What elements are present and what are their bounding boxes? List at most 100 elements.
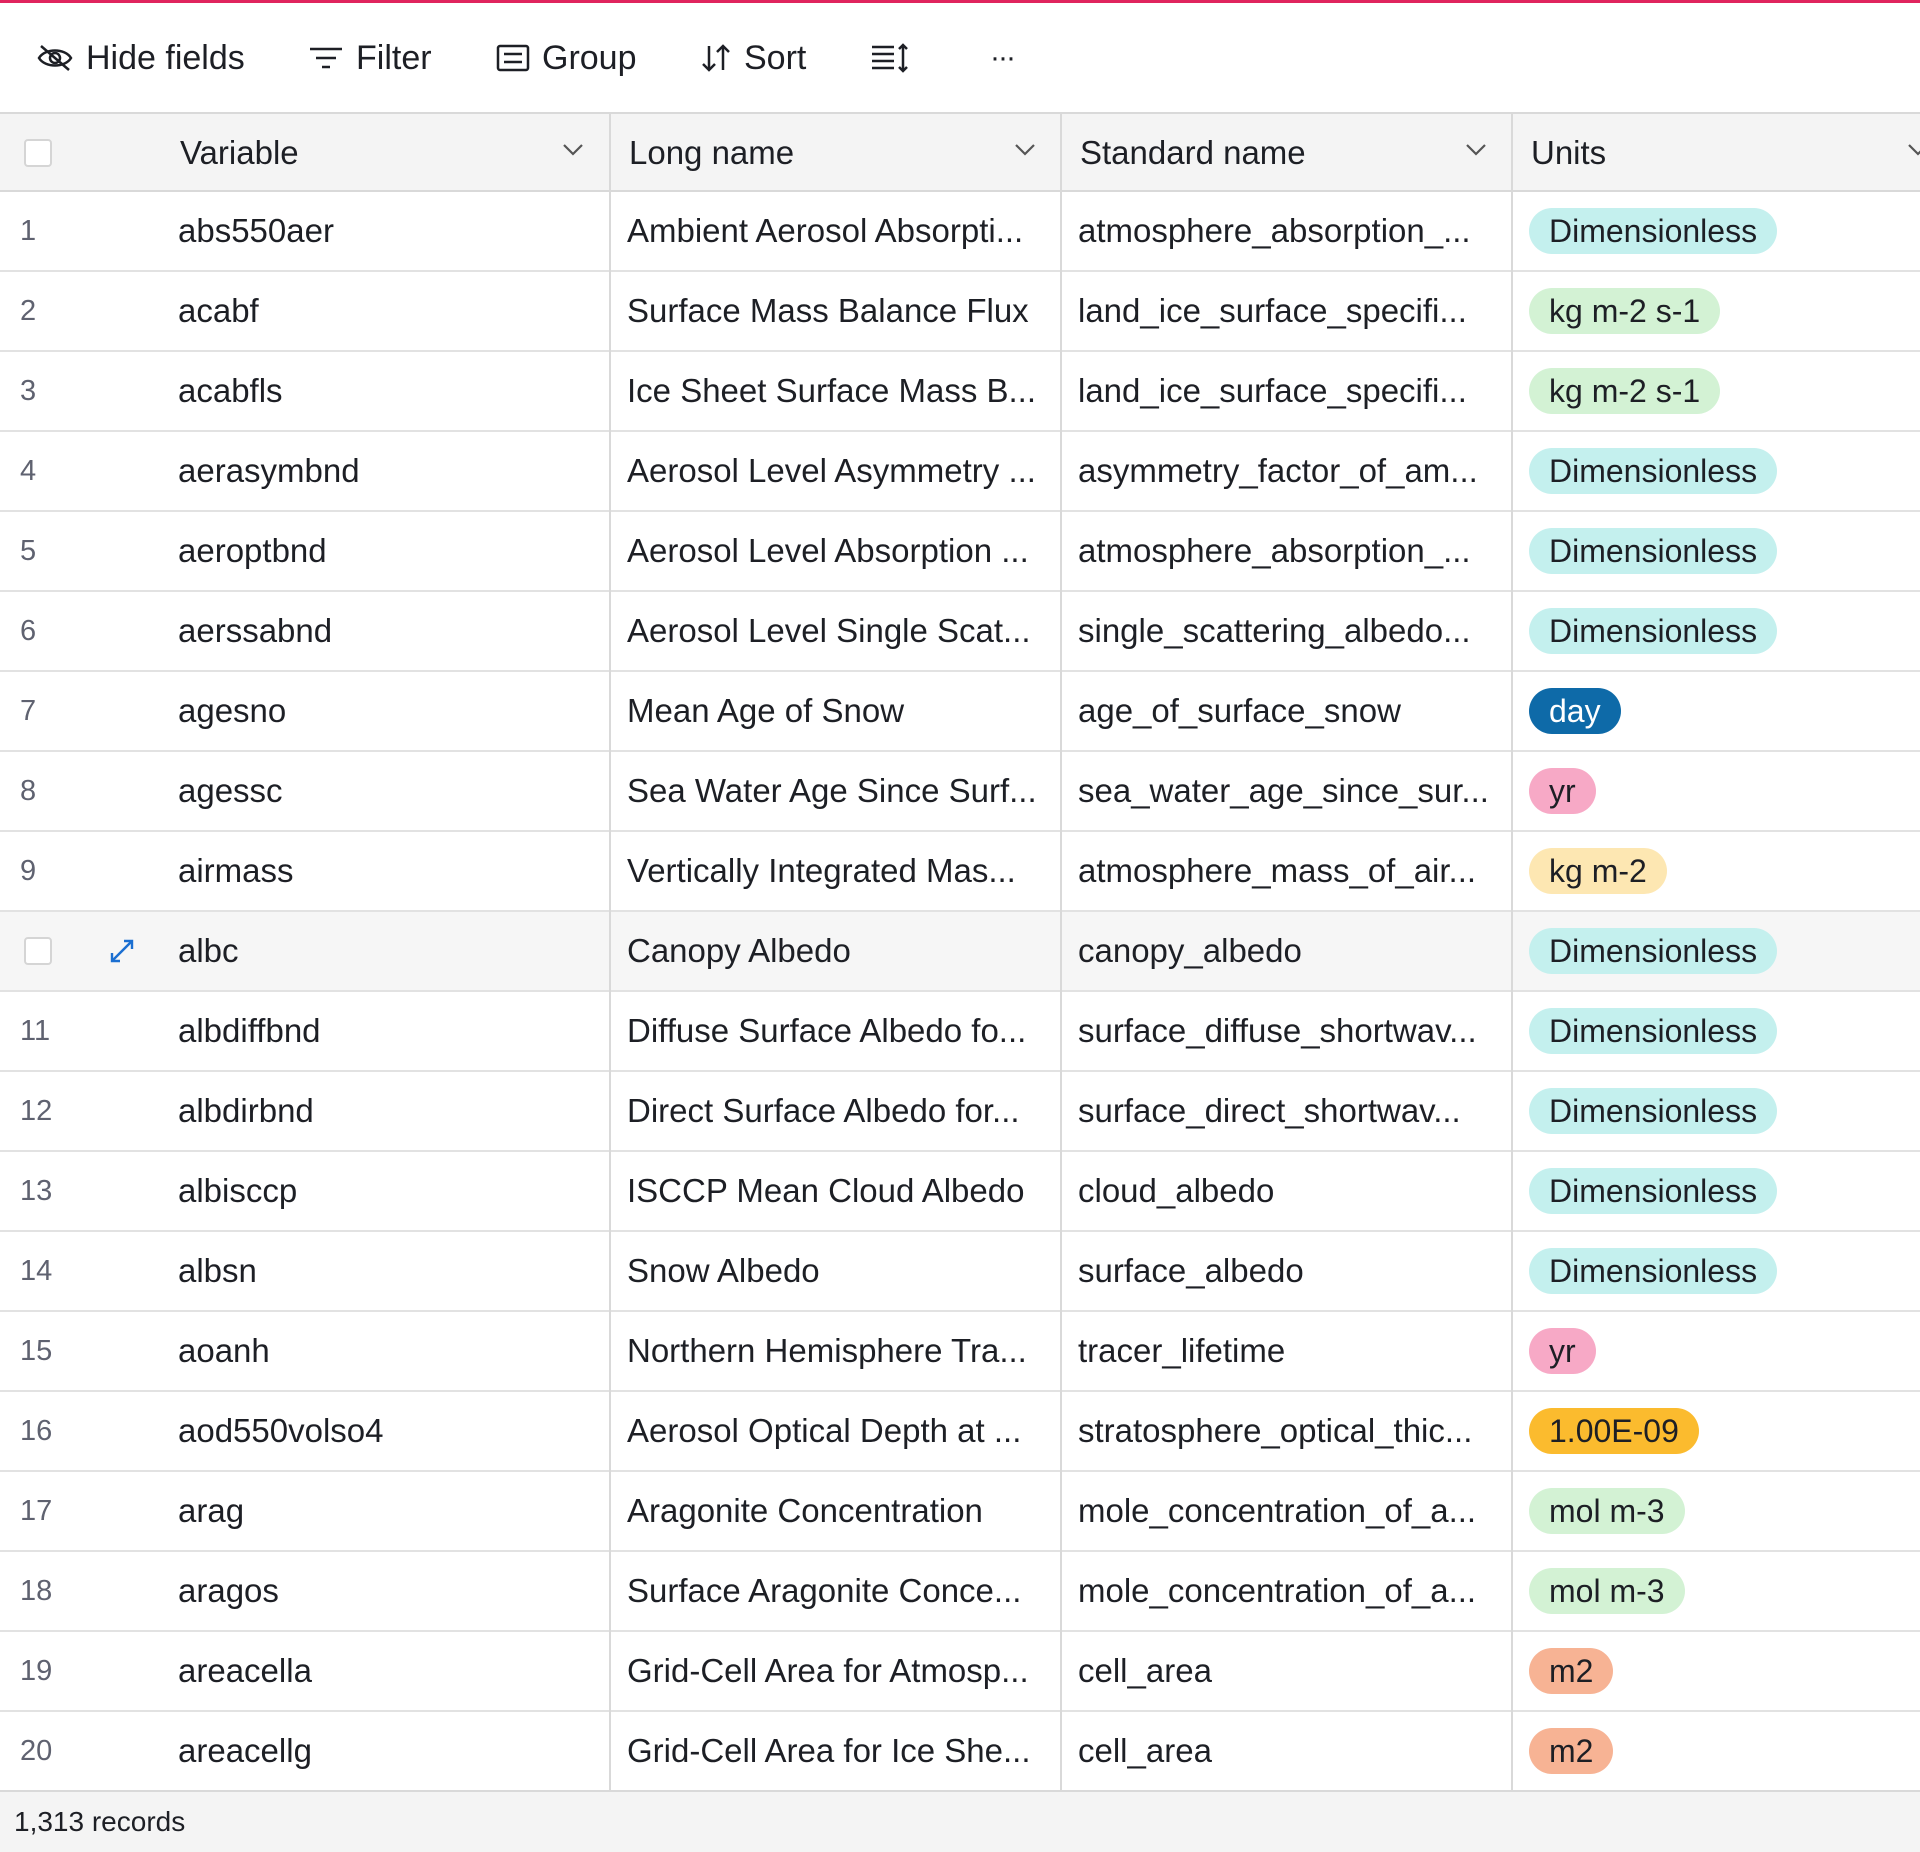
- cell-long-name[interactable]: Northern Hemisphere Tra...: [627, 1332, 1027, 1369]
- table-row[interactable]: 2 acabf Surface Mass Balance Flux land_ice_…: [0, 272, 1920, 352]
- cell-standard-name[interactable]: mole_concentration_of_a...: [1078, 1572, 1477, 1609]
- cell-variable[interactable]: acabf: [178, 292, 259, 329]
- table-row[interactable]: 18 aragos Surface Aragonite Conce... mole_c…: [0, 1552, 1920, 1632]
- cell-units[interactable]: kg m-2 s-1: [1529, 352, 1909, 430]
- cell-standard-name[interactable]: canopy_albedo: [1078, 932, 1302, 969]
- cell-standard-name[interactable]: sea_water_age_since_sur...: [1078, 772, 1489, 809]
- table-row[interactable]: 9 airmass Vertically Integrated Mas... atmo…: [0, 832, 1920, 912]
- group-button[interactable]: Group: [496, 33, 637, 83]
- cell-units[interactable]: kg m-2 s-1: [1529, 272, 1909, 350]
- cell-long-name[interactable]: Aerosol Optical Depth at ...: [627, 1412, 1022, 1449]
- table-row[interactable]: 4 aerasymbnd Aerosol Level Asymmetry ... as…: [0, 432, 1920, 512]
- table-row[interactable]: 7 agesno Mean Age of Snow age_of_surface_sn…: [0, 672, 1920, 752]
- table-row[interactable]: 20 areacellg Grid-Cell Area for Ice She...…: [0, 1712, 1920, 1792]
- cell-long-name[interactable]: ISCCP Mean Cloud Albedo: [627, 1172, 1025, 1209]
- hide-fields-button[interactable]: Hide fields: [36, 33, 245, 83]
- cell-variable[interactable]: abs550aer: [178, 212, 334, 249]
- cell-variable[interactable]: aragos: [178, 1572, 279, 1609]
- cell-long-name[interactable]: Aragonite Concentration: [627, 1492, 983, 1529]
- cell-units[interactable]: Dimensionless: [1529, 432, 1909, 510]
- cell-variable[interactable]: albc: [178, 932, 239, 969]
- sort-button[interactable]: Sort: [700, 33, 806, 83]
- cell-long-name[interactable]: Aerosol Level Absorption ...: [627, 532, 1029, 569]
- cell-variable[interactable]: albdiffbnd: [178, 1012, 321, 1049]
- column-header-variable[interactable]: Variable: [180, 114, 600, 192]
- cell-standard-name[interactable]: land_ice_surface_specifi...: [1078, 292, 1467, 329]
- table-row[interactable]: 11 albdiffbnd Diffuse Surface Albedo fo...…: [0, 992, 1920, 1072]
- cell-long-name[interactable]: Ice Sheet Surface Mass B...: [627, 372, 1037, 409]
- table-row[interactable]: 17 arag Aragonite Concentration mole_concen…: [0, 1472, 1920, 1552]
- cell-variable[interactable]: arag: [178, 1492, 245, 1529]
- cell-units[interactable]: 1.00E-09: [1529, 1392, 1909, 1470]
- cell-standard-name[interactable]: tracer_lifetime: [1078, 1332, 1286, 1369]
- chevron-down-icon[interactable]: [1905, 136, 1920, 167]
- cell-standard-name[interactable]: surface_albedo: [1078, 1252, 1304, 1289]
- expand-record-icon[interactable]: [106, 912, 142, 990]
- cell-long-name[interactable]: Diffuse Surface Albedo fo...: [627, 1012, 1027, 1049]
- cell-units[interactable]: yr: [1529, 1312, 1909, 1390]
- cell-variable[interactable]: acabfls: [178, 372, 283, 409]
- cell-standard-name[interactable]: mole_concentration_of_a...: [1078, 1492, 1477, 1529]
- cell-standard-name[interactable]: single_scattering_albedo...: [1078, 612, 1471, 649]
- cell-standard-name[interactable]: land_ice_surface_specifi...: [1078, 372, 1467, 409]
- cell-units[interactable]: Dimensionless: [1529, 1072, 1909, 1150]
- cell-long-name[interactable]: Grid-Cell Area for Atmosp...: [627, 1652, 1029, 1689]
- cell-standard-name[interactable]: cell_area: [1078, 1732, 1212, 1769]
- cell-long-name[interactable]: Canopy Albedo: [627, 932, 851, 969]
- cell-units[interactable]: m2: [1529, 1632, 1909, 1710]
- table-row[interactable]: 8 agessc Sea Water Age Since Surf... sea_wa…: [0, 752, 1920, 832]
- cell-long-name[interactable]: Aerosol Level Single Scat...: [627, 612, 1031, 649]
- cell-units[interactable]: mol m-3: [1529, 1552, 1909, 1630]
- cell-standard-name[interactable]: asymmetry_factor_of_am...: [1078, 452, 1478, 489]
- cell-variable[interactable]: albisccp: [178, 1172, 298, 1209]
- cell-standard-name[interactable]: cell_area: [1078, 1652, 1212, 1689]
- table-row[interactable]: 19 areacella Grid-Cell Area for Atmosp... c…: [0, 1632, 1920, 1712]
- cell-long-name[interactable]: Surface Mass Balance Flux: [627, 292, 1029, 329]
- chevron-down-icon[interactable]: [1012, 136, 1038, 167]
- cell-standard-name[interactable]: atmosphere_absorption_...: [1078, 532, 1471, 569]
- cell-standard-name[interactable]: cloud_albedo: [1078, 1172, 1275, 1209]
- chevron-down-icon[interactable]: [1463, 136, 1489, 167]
- row-checkbox[interactable]: [24, 937, 52, 965]
- cell-standard-name[interactable]: atmosphere_absorption_...: [1078, 212, 1471, 249]
- cell-standard-name[interactable]: age_of_surface_snow: [1078, 692, 1401, 729]
- table-row[interactable]: 1 abs550aer Ambient Aerosol Absorpti... atm…: [0, 192, 1920, 272]
- cell-variable[interactable]: agesno: [178, 692, 287, 729]
- cell-variable[interactable]: albsn: [178, 1252, 257, 1289]
- cell-variable[interactable]: aerssabnd: [178, 612, 333, 649]
- row-checkbox-cell[interactable]: [24, 912, 54, 990]
- table-row[interactable]: 6 aerssabnd Aerosol Level Single Scat... si…: [0, 592, 1920, 672]
- cell-variable[interactable]: areacella: [178, 1652, 312, 1689]
- table-row[interactable]: 5 aeroptbnd Aerosol Level Absorption ... at…: [0, 512, 1920, 592]
- cell-units[interactable]: Dimensionless: [1529, 592, 1909, 670]
- cell-variable[interactable]: airmass: [178, 852, 294, 889]
- cell-units[interactable]: yr: [1529, 752, 1909, 830]
- row-height-button[interactable]: [870, 33, 910, 83]
- cell-units[interactable]: Dimensionless: [1529, 992, 1909, 1070]
- cell-units[interactable]: Dimensionless: [1529, 912, 1909, 990]
- cell-long-name[interactable]: Sea Water Age Since Surf...: [627, 772, 1037, 809]
- cell-units[interactable]: m2: [1529, 1712, 1909, 1790]
- cell-variable[interactable]: aerasymbnd: [178, 452, 360, 489]
- cell-units[interactable]: Dimensionless: [1529, 1232, 1909, 1310]
- cell-long-name[interactable]: Grid-Cell Area for Ice She...: [627, 1732, 1031, 1769]
- cell-variable[interactable]: albdirbnd: [178, 1092, 314, 1129]
- table-row[interactable]: 12 albdirbnd Direct Surface Albedo for... s…: [0, 1072, 1920, 1152]
- cell-long-name[interactable]: Ambient Aerosol Absorpti...: [627, 212, 1024, 249]
- cell-standard-name[interactable]: stratosphere_optical_thic...: [1078, 1412, 1473, 1449]
- table-row[interactable]: 13 albisccp ISCCP Mean Cloud Albedo cloud_a…: [0, 1152, 1920, 1232]
- table-row[interactable]: 16 aod550volso4 Aerosol Optical Depth at .…: [0, 1392, 1920, 1472]
- table-row[interactable]: 3 acabfls Ice Sheet Surface Mass B... land_…: [0, 352, 1920, 432]
- select-all-checkbox[interactable]: [24, 139, 52, 167]
- select-all-checkbox-cell[interactable]: [24, 114, 54, 192]
- cell-variable[interactable]: aoanh: [178, 1332, 270, 1369]
- table-row[interactable]: albc Canopy Albedo canopy_albedo Dimensionl…: [0, 912, 1920, 992]
- cell-units[interactable]: mol m-3: [1529, 1472, 1909, 1550]
- cell-long-name[interactable]: Aerosol Level Asymmetry ...: [627, 452, 1036, 489]
- cell-standard-name[interactable]: surface_direct_shortwav...: [1078, 1092, 1461, 1129]
- column-header-standard-name[interactable]: Standard name: [1080, 114, 1500, 192]
- cell-long-name[interactable]: Surface Aragonite Conce...: [627, 1572, 1022, 1609]
- column-header-long-name[interactable]: Long name: [629, 114, 1049, 192]
- cell-variable[interactable]: aod550volso4: [178, 1412, 384, 1449]
- table-row[interactable]: 14 albsn Snow Albedo surface_albedo Dimensio…: [0, 1232, 1920, 1312]
